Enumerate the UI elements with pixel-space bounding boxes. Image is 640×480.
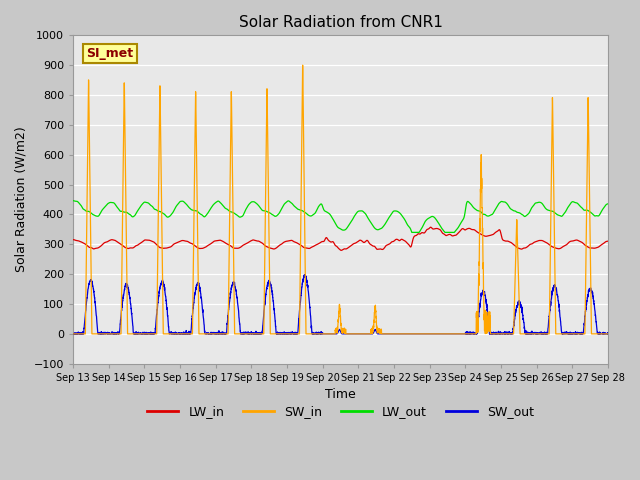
- Legend: LW_in, SW_in, LW_out, SW_out: LW_in, SW_in, LW_out, SW_out: [142, 400, 539, 423]
- Title: Solar Radiation from CNR1: Solar Radiation from CNR1: [239, 15, 442, 30]
- Y-axis label: Solar Radiation (W/m2): Solar Radiation (W/m2): [15, 127, 28, 273]
- X-axis label: Time: Time: [325, 388, 356, 401]
- Text: SI_met: SI_met: [86, 47, 134, 60]
